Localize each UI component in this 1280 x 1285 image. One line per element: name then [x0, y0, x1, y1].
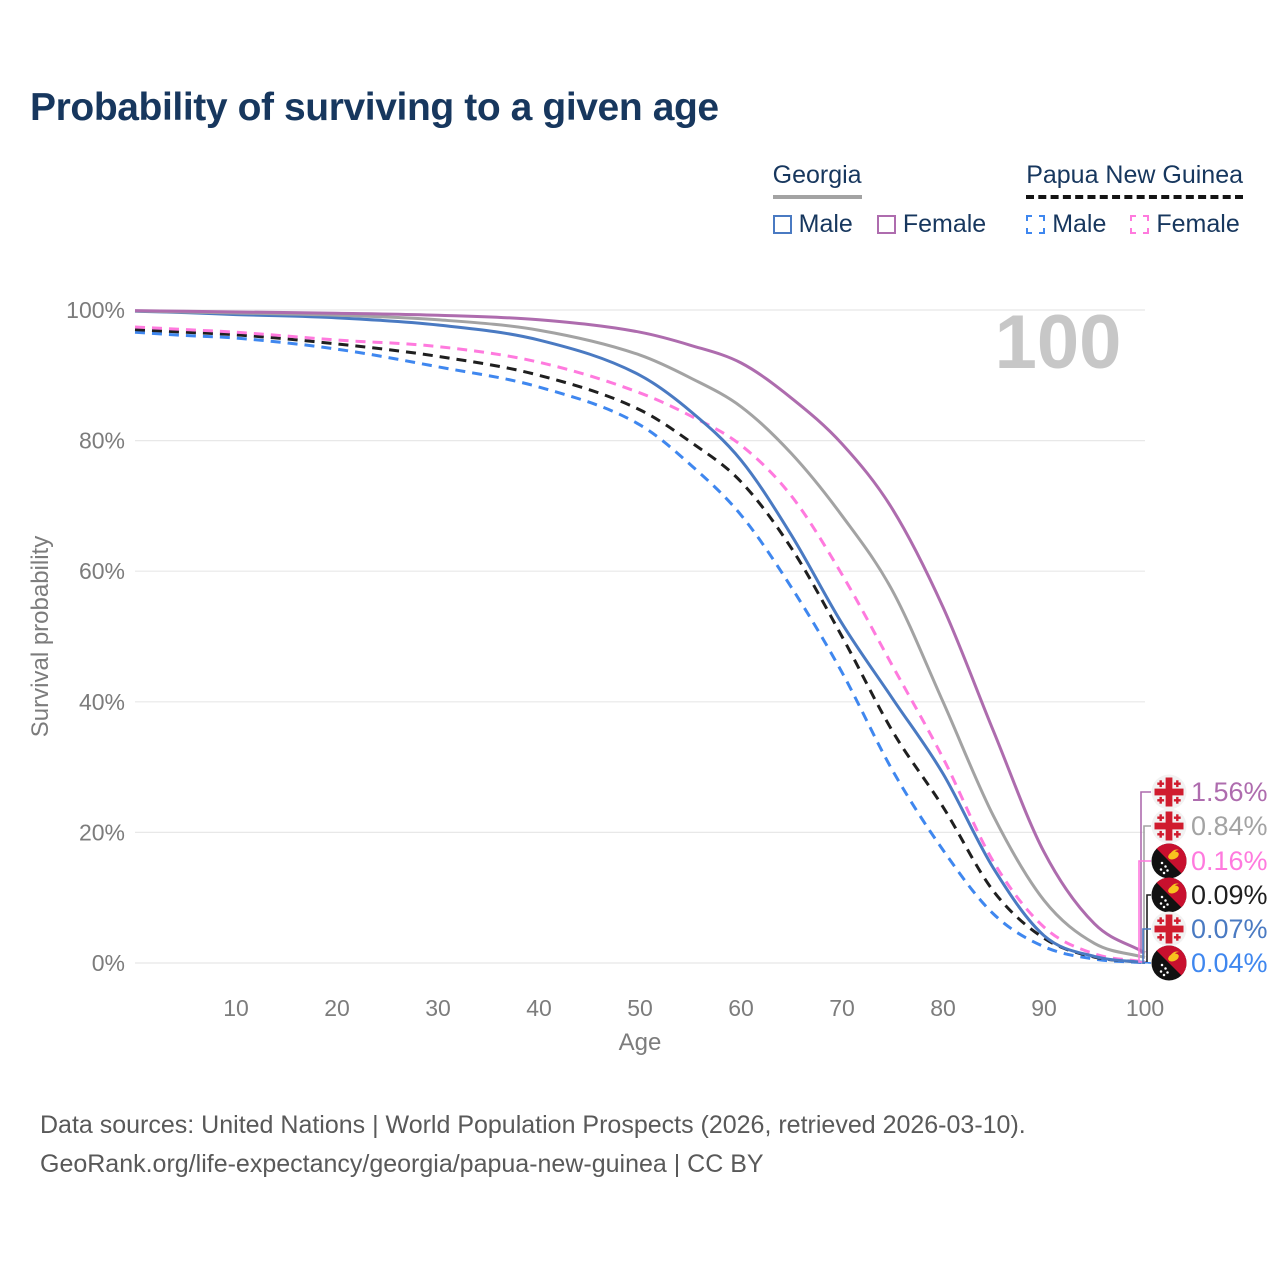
georgia-flag-icon: [1152, 912, 1187, 947]
survival-curves: [135, 311, 1145, 963]
leader-lines: [1139, 792, 1151, 963]
age-watermark: 100: [995, 300, 1122, 385]
footer-data-sources: Data sources: United Nations | World Pop…: [40, 1106, 1026, 1145]
png-flag-icon: [1152, 946, 1187, 981]
gridlines: [135, 310, 1145, 963]
x-axis-title: Age: [619, 1029, 662, 1056]
curve-georgia-female: [135, 311, 1145, 953]
png-flag-icon: [1152, 878, 1187, 913]
y-tick-label: 40%: [79, 689, 125, 715]
y-tick-label: 20%: [79, 819, 125, 845]
x-tick-label: 10: [223, 995, 249, 1021]
x-tick-label: 40: [526, 995, 552, 1021]
y-tick-label: 60%: [79, 558, 125, 584]
x-tick-label: 80: [930, 995, 956, 1021]
end-label-row-png-female: 0.16%: [1152, 844, 1268, 879]
end-label-row-georgia-both: 0.84%: [1152, 809, 1268, 844]
y-tick-label: 100%: [66, 297, 125, 323]
y-axis-title: Survival probability: [27, 536, 54, 737]
x-tick-label: 60: [728, 995, 754, 1021]
x-tick-label: 30: [425, 995, 451, 1021]
end-label-value: 0.09%: [1191, 880, 1268, 910]
png-flag-icon: [1152, 844, 1187, 879]
end-label-value: 0.04%: [1191, 948, 1268, 978]
georgia-flag-icon: [1152, 809, 1187, 844]
end-labels: 1.56% 0.84% 0.16% 0.09% 0.07% 0.04%: [1152, 775, 1268, 981]
x-tick-label: 100: [1126, 995, 1164, 1021]
footer-attribution[interactable]: GeoRank.org/life-expectancy/georgia/papu…: [40, 1145, 1026, 1184]
x-tick-label: 20: [324, 995, 350, 1021]
end-label-row-png-both: 0.09%: [1152, 878, 1268, 913]
x-tick-label: 90: [1031, 995, 1057, 1021]
end-label-value: 0.16%: [1191, 846, 1268, 876]
end-label-row-georgia-male: 0.07%: [1152, 912, 1268, 947]
x-tick-label: 50: [627, 995, 653, 1021]
georgia-flag-icon: [1152, 775, 1187, 810]
axis-tick-labels: 0% 20% 40% 60% 80% 100% 10 20 30 40 50 60 70 80 90 100: [66, 297, 1164, 1021]
end-label-row-georgia-female: 1.56%: [1152, 775, 1268, 810]
end-label-value: 0.84%: [1191, 811, 1268, 841]
x-tick-label: 70: [829, 995, 855, 1021]
y-tick-label: 0%: [92, 950, 125, 976]
y-tick-label: 80%: [79, 428, 125, 454]
footer: Data sources: United Nations | World Pop…: [40, 1106, 1026, 1184]
end-label-value: 0.07%: [1191, 914, 1268, 944]
end-label-row-png-male: 0.04%: [1152, 946, 1268, 981]
end-label-value: 1.56%: [1191, 777, 1268, 807]
